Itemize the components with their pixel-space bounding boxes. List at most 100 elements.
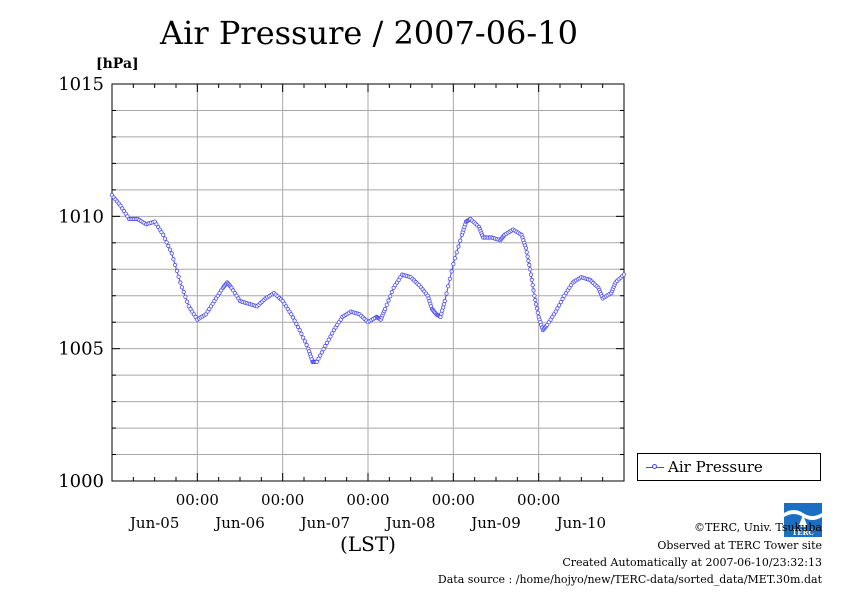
data-point [384, 302, 389, 307]
data-point [529, 277, 534, 282]
data-point [330, 331, 335, 336]
x-date-label: Jun-05 [128, 514, 180, 532]
chart-title: Air Pressure / 2007-06-10 [160, 14, 578, 52]
data-point [314, 359, 319, 364]
chart-grid [112, 84, 624, 481]
data-point [555, 306, 560, 311]
data-point [326, 337, 331, 342]
data-point [451, 261, 456, 267]
data-point [171, 257, 176, 262]
x-time-label: 00:00 [176, 491, 219, 509]
data-point [534, 306, 540, 311]
legend: Air Pressure [637, 453, 821, 481]
data-point [456, 244, 461, 249]
x-date-label: Jun-07 [299, 514, 351, 532]
data-point [185, 299, 190, 304]
footer-copyright: ©TERC, Univ. Tsukuba [693, 521, 822, 534]
data-point [524, 250, 529, 255]
data-point [316, 356, 321, 361]
data-point [321, 347, 326, 352]
data-point [535, 310, 540, 315]
data-point [382, 306, 388, 312]
data-point [531, 288, 536, 293]
data-point [525, 254, 530, 259]
series-air-pressure [109, 193, 627, 364]
data-point [386, 298, 391, 303]
data-point [299, 331, 304, 336]
data-point [328, 334, 333, 339]
x-time-label: 00:00 [432, 491, 475, 509]
logo-text: TERC [792, 528, 814, 537]
x-axis-label: (LST) [340, 532, 396, 556]
data-point [556, 303, 562, 308]
footer-created: Created Automatically at 2007-06-10/23:3… [562, 556, 822, 569]
data-point [324, 340, 330, 345]
data-point [452, 256, 458, 261]
data-point [179, 285, 185, 290]
data-point [449, 269, 454, 274]
y-axis-unit-label: [hPa] [96, 56, 139, 72]
data-point [294, 321, 299, 326]
data-point [560, 296, 565, 301]
data-point [166, 243, 171, 249]
data-point [178, 280, 183, 285]
data-point [527, 262, 532, 268]
y-tick-label: 1010 [58, 206, 104, 227]
data-point [553, 309, 558, 314]
data-point [533, 297, 538, 303]
legend-marker-icon [652, 464, 657, 469]
x-date-label: Jun-10 [555, 514, 607, 532]
x-time-label: 00:00 [346, 491, 389, 509]
data-point [442, 298, 447, 304]
data-point [446, 284, 451, 289]
y-tick-label: 1015 [58, 74, 104, 95]
terc-logo-icon: TERC [784, 503, 822, 537]
data-point [167, 247, 173, 252]
data-point [444, 291, 449, 296]
data-point [174, 268, 179, 273]
data-point [164, 240, 169, 245]
chart-axes: 1000 1005 1010 1015 00:00 00:00 00:00 00:00 00:0… [58, 74, 625, 556]
data-point [558, 299, 564, 305]
x-date-label: Jun-06 [213, 514, 265, 532]
legend-label-air-pressure: Air Pressure [668, 458, 763, 476]
data-point [528, 272, 534, 277]
data-point [447, 276, 452, 281]
y-tick-label: 1005 [58, 339, 104, 360]
data-point [389, 289, 394, 295]
data-point [295, 324, 301, 330]
data-point [176, 274, 181, 279]
data-point [527, 267, 533, 272]
data-point [302, 339, 307, 344]
data-point [319, 350, 324, 355]
data-point [169, 251, 174, 256]
data-point [304, 342, 309, 348]
x-date-label: Jun-09 [469, 514, 521, 532]
x-time-label: 00:00 [517, 491, 560, 509]
x-date-label: Jun-08 [384, 514, 436, 532]
data-point [162, 236, 167, 241]
y-tick-label: 1000 [58, 471, 104, 492]
data-point [161, 232, 166, 237]
data-point [289, 312, 294, 317]
footer-source: Data source : /home/hojyo/new/TERC-data/… [437, 573, 822, 586]
data-point [297, 327, 302, 333]
data-point [526, 258, 531, 263]
x-time-label: 00:00 [261, 491, 304, 509]
data-point [388, 294, 393, 299]
data-point [318, 353, 323, 358]
data-point [173, 262, 178, 268]
data-point [532, 293, 537, 298]
data-point [323, 343, 328, 349]
data-point [181, 289, 186, 295]
data-point [523, 246, 529, 251]
data-point [454, 250, 459, 255]
data-point [292, 318, 297, 323]
footer-site: Observed at TERC Tower site [657, 539, 822, 552]
data-point [290, 315, 295, 320]
data-point [183, 294, 188, 299]
data-point [530, 282, 535, 288]
data-point [533, 302, 539, 307]
data-point [621, 272, 627, 277]
